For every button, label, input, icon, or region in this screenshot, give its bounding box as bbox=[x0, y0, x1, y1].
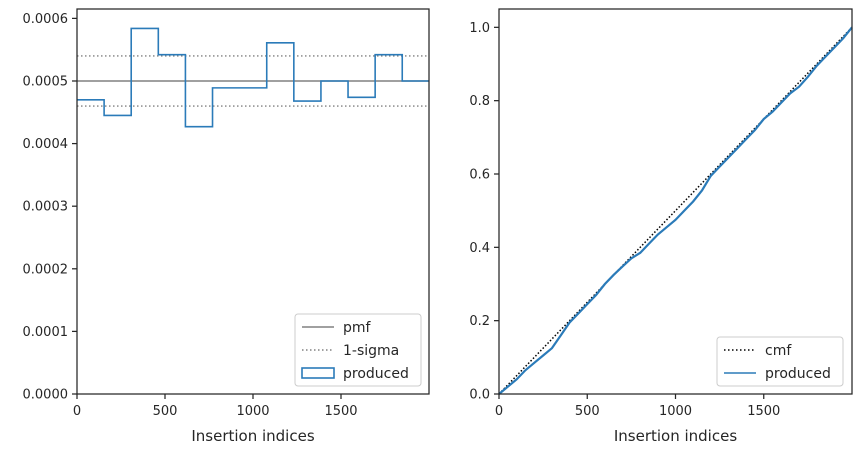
y-tick-label: 0.0 bbox=[469, 388, 490, 403]
y-tick-label: 1.0 bbox=[469, 21, 490, 36]
cmf-line bbox=[498, 26, 853, 395]
right-chart-cumulative: 0 500 1000 1500 0.0 0.2 0.4 0.6 0.8 1.0 Insertion … bbox=[469, 8, 853, 445]
y-tick-label: 0.0005 bbox=[23, 74, 69, 89]
y-tick-label: 0.0000 bbox=[23, 388, 69, 403]
produced-line bbox=[498, 26, 853, 395]
y-tick-label: 0.2 bbox=[469, 314, 490, 329]
produced-step-line bbox=[77, 27, 429, 128]
x-axis-title: Insertion indices bbox=[191, 427, 314, 445]
x-tick-label: 1500 bbox=[324, 404, 357, 419]
x-tick-label: 1000 bbox=[236, 404, 269, 419]
legend-label-produced: produced bbox=[343, 366, 409, 382]
legend: pmf 1-sigma produced bbox=[294, 313, 422, 387]
legend-label-cmf: cmf bbox=[765, 343, 792, 359]
y-tick-label: 0.0003 bbox=[23, 200, 69, 215]
y-tick-label: 0.6 bbox=[469, 168, 490, 183]
y-tick-label: 0.4 bbox=[469, 241, 490, 256]
legend-label-1-sigma: 1-sigma bbox=[343, 343, 399, 359]
legend-label-pmf: pmf bbox=[343, 320, 372, 336]
x-tick-label: 500 bbox=[575, 404, 600, 419]
x-tick-label: 500 bbox=[153, 404, 178, 419]
x-tick-label: 0 bbox=[73, 404, 81, 419]
left-chart-step-histogram: 0 500 1000 1500 0.0000 0.0001 0.0002 0.0003 0.00… bbox=[23, 8, 430, 445]
legend: cmf produced bbox=[716, 336, 844, 387]
legend-produced-swatch bbox=[301, 367, 335, 379]
y-tick-label: 0.0004 bbox=[23, 137, 69, 152]
y-tick-label: 0.0001 bbox=[23, 325, 69, 340]
x-tick-label: 1500 bbox=[747, 404, 780, 419]
y-tick-label: 0.8 bbox=[469, 94, 490, 109]
x-tick-label: 0 bbox=[495, 404, 503, 419]
x-axis-title: Insertion indices bbox=[614, 427, 737, 445]
y-tick-label: 0.0002 bbox=[23, 262, 69, 277]
y-tick-label: 0.0006 bbox=[23, 12, 69, 27]
x-tick-label: 1000 bbox=[659, 404, 692, 419]
legend-label-produced: produced bbox=[765, 366, 831, 382]
axes-frame bbox=[498, 8, 853, 395]
